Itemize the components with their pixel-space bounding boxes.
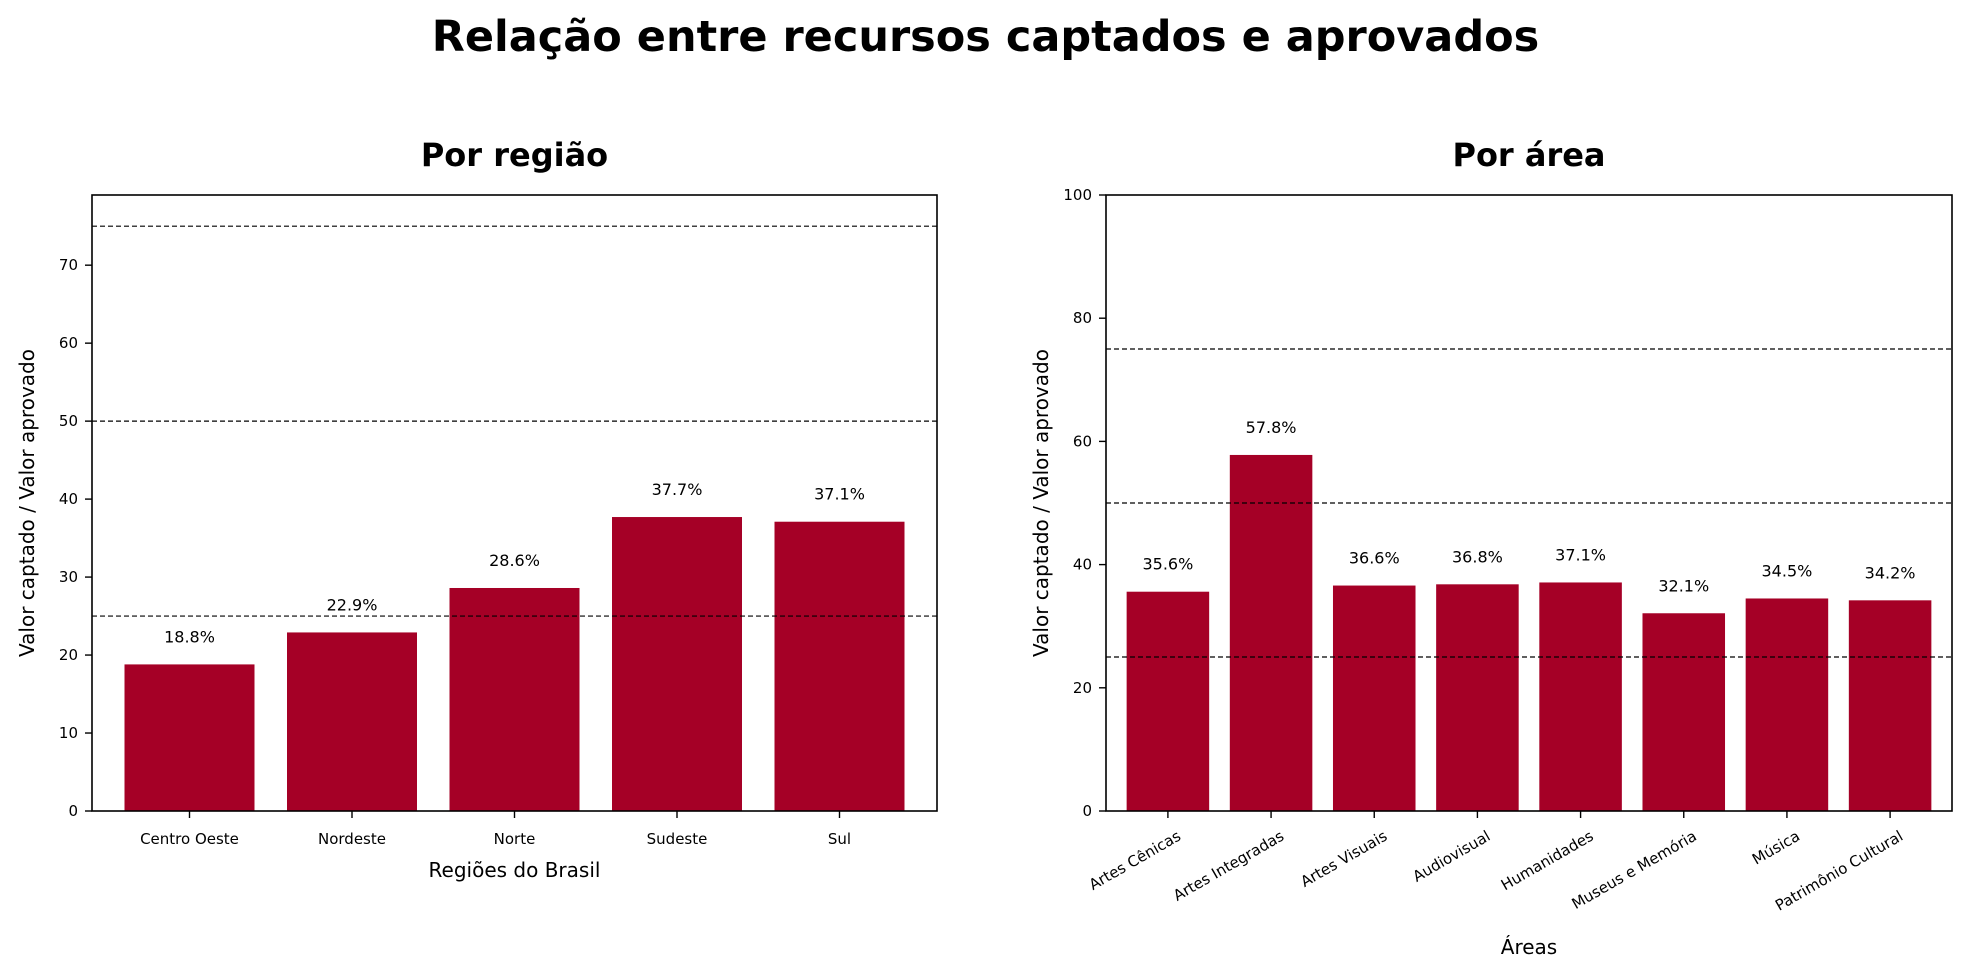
x-tick-label-artes-integradas: Artes Integradas (1170, 827, 1287, 905)
y-tick-label-70: 70 (59, 256, 78, 274)
figure-title: Relação entre recursos captados e aprova… (431, 12, 1540, 62)
y-axis-label: Valor captado / Valor aprovado (1029, 349, 1053, 657)
data-label-nordeste: 22.9% (327, 595, 378, 614)
y-tick-label-30: 30 (59, 568, 78, 586)
x-tick-label-audiovisual: Audiovisual (1410, 827, 1494, 886)
bar-sul (774, 521, 905, 811)
y-tick-label-20: 20 (1073, 679, 1092, 697)
bar-artes-visuais (1332, 585, 1416, 811)
panel-por-regiao: Por região 18.8% 22.9% 28.6% 37.7% 37.1% 0 10 20… (15, 136, 938, 882)
y-tick-label-50: 50 (59, 412, 78, 430)
data-label-sul: 37.1% (814, 485, 865, 504)
x-tick-label-artes-cenicas: Artes Cênicas (1086, 827, 1184, 894)
y-tick-label-80: 80 (1073, 309, 1092, 327)
x-tick-label-centro-oeste: Centro Oeste (140, 830, 239, 848)
bar-sudeste (612, 517, 742, 811)
y-tick-label-0: 0 (68, 802, 78, 820)
bar-musica (1745, 598, 1829, 811)
bar-artes-cenicas (1126, 591, 1210, 811)
bar-patrimonio-cultural (1848, 600, 1932, 811)
plot-frame (1105, 194, 1953, 812)
data-label-humanidades: 37.1% (1555, 545, 1606, 564)
x-tick-label-sul: Sul (828, 830, 851, 848)
y-tick-label-20: 20 (59, 646, 78, 664)
x-tick-label-humanidades: Humanidades (1498, 827, 1597, 894)
data-label-artes-visuais: 36.6% (1349, 549, 1400, 568)
y-tick-label-40: 40 (1073, 556, 1092, 574)
y-axis-label: Valor captado / Valor aprovado (15, 349, 39, 657)
bar-audiovisual (1436, 584, 1519, 811)
y-tick-label-60: 60 (1073, 432, 1092, 450)
y-tick-label-100: 100 (1063, 186, 1092, 204)
x-axis-label: Áreas (1501, 935, 1557, 959)
data-label-centro-oeste: 18.8% (164, 627, 215, 646)
data-label-audiovisual: 36.8% (1452, 547, 1503, 566)
x-tick-label-norte: Norte (494, 830, 536, 848)
x-tick-label-artes-visuais: Artes Visuais (1297, 827, 1390, 891)
bar-centro-oeste (124, 664, 255, 811)
data-label-artes-integradas: 57.8% (1246, 418, 1297, 437)
bar-artes-integradas (1229, 454, 1313, 811)
data-label-artes-cenicas: 35.6% (1142, 555, 1193, 574)
x-tick-label-musica: Música (1749, 827, 1803, 869)
x-axis-label: Regiões do Brasil (429, 858, 601, 882)
data-label-patrimonio-cultural: 34.2% (1865, 563, 1916, 582)
y-tick-label-60: 60 (59, 334, 78, 352)
bar-nordeste (287, 632, 417, 811)
panel-por-area: Por área 35.6% 57.8% 36.6% 36.8% 37.1% 32.1% 34… (1029, 136, 1953, 959)
bar-norte (449, 587, 580, 811)
data-label-museus-e-memoria: 32.1% (1658, 576, 1709, 595)
x-tick-label-sudeste: Sudeste (647, 830, 708, 848)
bar-museus-e-memoria (1642, 613, 1726, 811)
x-tick-label-nordeste: Nordeste (318, 830, 386, 848)
data-label-musica: 34.5% (1762, 561, 1813, 580)
data-label-sudeste: 37.7% (652, 480, 703, 499)
y-tick-label-10: 10 (59, 724, 78, 742)
y-tick-label-40: 40 (59, 490, 78, 508)
data-label-norte: 28.6% (489, 551, 540, 570)
bar-humanidades (1539, 582, 1622, 811)
panel-title: Por área (1452, 136, 1605, 174)
y-tick-label-0: 0 (1082, 802, 1092, 820)
panel-title: Por região (421, 136, 608, 174)
